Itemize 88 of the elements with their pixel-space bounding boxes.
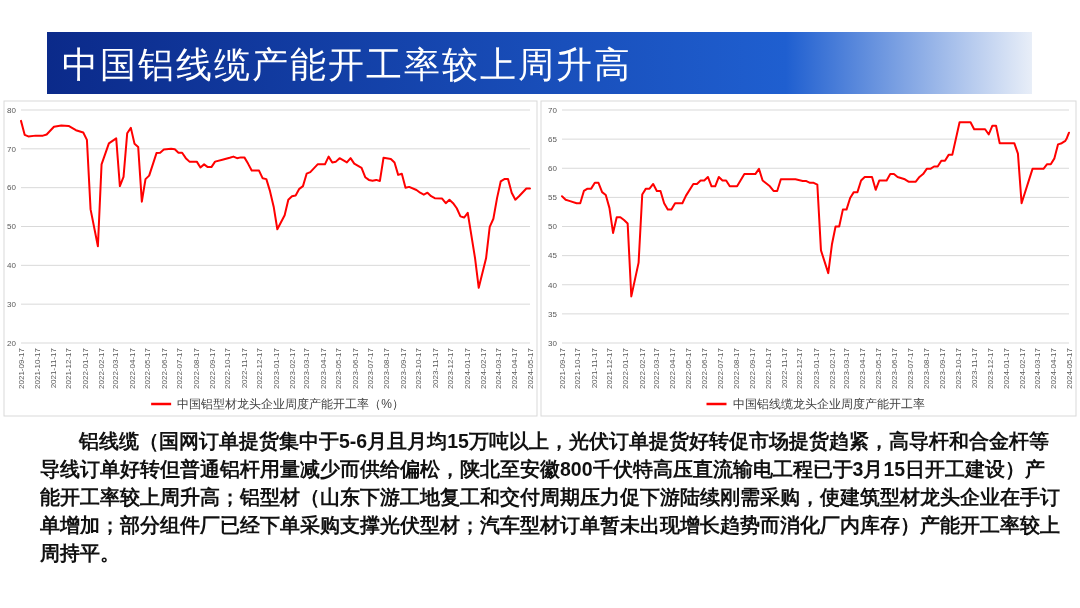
x-tick-label: 2022-11-17: [239, 347, 249, 389]
x-tick-label: 2023-07-17: [366, 347, 376, 389]
x-tick-label: 2023-06-17: [350, 347, 360, 389]
y-tick-label: 40: [7, 261, 17, 271]
legend-label: 中国铝型材龙头企业周度产能开工率（%）: [177, 397, 404, 412]
text: 铝线缆（国网订单提货集中于5-6月且月均15万吨以上，光伏订单提货好转促市场提货趋紧，高导杆和合金杆等导线订单好转但普通铝杆用量减少而供给偏松，陕北至安徽800千伏特高压直流输电工程已于3月15日开工建设）产能开工率较上周升高；铝型材（山东下游工地复工和交付周期压力促下游陆续刚需采购，使建筑型材龙头企业在手订单增加；部分组件厂已经下单采购支撑光伏型材；汽车型材订单暂未出现增长趋势而消化厂内库存）产能开工率较上周持平。: [39, 430, 1060, 564]
line-series: [20, 119, 531, 289]
x-tick-label: 2023-01-17: [271, 347, 281, 389]
x-tick-label: 2022-11-17: [779, 347, 789, 389]
x-tick-label: 2022-08-17: [191, 347, 201, 389]
x-tick-label: 2022-04-17: [668, 347, 678, 389]
x-tick-label: 2023-11-17: [430, 347, 440, 389]
x-tick-label: 2023-01-17: [811, 347, 821, 389]
x-tick-label: 2023-12-17: [446, 347, 456, 389]
x-tick-label: 2023-10-17: [953, 347, 963, 389]
x-tick-label: 2022-01-17: [621, 347, 631, 389]
x-tick-label: 2024-03-17: [1033, 347, 1043, 389]
y-tick-label: 70: [548, 105, 558, 115]
x-tick-label: 2024-01-17: [1001, 347, 1011, 389]
x-tick-label: 2024-05-17: [525, 347, 535, 389]
y-tick-label: 35: [548, 309, 558, 319]
x-tick-label: 2022-06-17: [159, 347, 169, 389]
y-tick-label: 45: [548, 251, 558, 261]
x-tick-label: 2023-08-17: [382, 347, 392, 389]
x-tick-label: 2022-06-17: [700, 347, 710, 389]
x-tick-label: 2023-02-17: [827, 347, 837, 389]
x-tick-label: 2022-02-17: [637, 347, 647, 389]
x-tick-label: 2024-01-17: [462, 347, 472, 389]
x-tick-label: 2022-03-17: [652, 347, 662, 389]
x-tick-label: 2021-10-17: [32, 347, 42, 389]
x-tick-label: 2023-05-17: [334, 347, 344, 389]
x-tick-label: 2023-04-17: [858, 347, 868, 389]
x-tick-label: 2023-04-17: [318, 347, 328, 389]
x-tick-label: 2022-08-17: [731, 347, 741, 389]
x-tick-label: 2021-09-17: [16, 347, 26, 389]
x-tick-label: 2021-10-17: [573, 347, 583, 389]
x-tick-label: 2023-05-17: [874, 347, 884, 389]
x-tick-label: 2022-12-17: [795, 347, 805, 389]
y-tick-label: 60: [548, 164, 558, 174]
y-tick-label: 30: [7, 299, 17, 309]
text: 中国铝线缆产能开工率较上周升高: [62, 44, 632, 85]
x-tick-label: 2023-12-17: [985, 347, 995, 389]
x-tick-label: 2022-10-17: [223, 347, 233, 389]
y-tick-label: 65: [548, 134, 558, 144]
x-tick-label: 2021-12-17: [64, 347, 74, 389]
x-tick-label: 2023-10-17: [414, 347, 424, 389]
x-tick-label: 2023-11-17: [969, 347, 979, 389]
x-tick-label: 2022-07-17: [715, 347, 725, 389]
y-tick-label: 70: [7, 144, 17, 154]
y-tick-label: 80: [7, 105, 17, 115]
x-tick-label: 2024-04-17: [510, 347, 520, 389]
x-tick-label: 2022-09-17: [207, 347, 217, 389]
x-tick-label: 2024-03-17: [493, 347, 503, 389]
x-tick-label: 2022-02-17: [96, 347, 106, 389]
legend-label: 中国铝线缆龙头企业周度产能开工率: [732, 397, 925, 412]
y-tick-label: 40: [548, 280, 558, 290]
x-tick-label: 2023-03-17: [302, 347, 312, 389]
y-tick-label: 50: [7, 222, 17, 232]
x-tick-label: 2022-07-17: [175, 347, 185, 389]
x-tick-label: 2022-10-17: [763, 347, 773, 389]
x-tick-label: 2021-12-17: [605, 347, 615, 389]
x-tick-label: 2022-09-17: [747, 347, 757, 389]
x-tick-label: 2022-12-17: [255, 347, 265, 389]
x-tick-label: 2023-06-17: [890, 347, 900, 389]
x-tick-label: 2024-05-17: [1064, 347, 1074, 389]
y-tick-label: 60: [7, 183, 17, 193]
y-tick-label: 55: [548, 193, 558, 203]
x-tick-label: 2022-04-17: [127, 347, 137, 389]
y-tick-label: 20: [7, 338, 17, 348]
x-tick-label: 2022-01-17: [80, 347, 90, 389]
x-tick-label: 2023-09-17: [398, 347, 408, 389]
y-tick-label: 50: [548, 222, 558, 232]
x-tick-label: 2023-02-17: [287, 347, 297, 389]
x-tick-label: 2024-02-17: [478, 347, 488, 389]
x-tick-label: 2023-08-17: [922, 347, 932, 389]
x-tick-label: 2023-09-17: [938, 347, 948, 389]
line-series: [561, 121, 1070, 298]
x-tick-label: 2021-11-17: [48, 347, 58, 389]
x-tick-label: 2023-03-17: [842, 347, 852, 389]
x-tick-label: 2022-05-17: [143, 347, 153, 389]
x-tick-label: 2024-04-17: [1049, 347, 1059, 389]
x-tick-label: 2024-02-17: [1017, 347, 1027, 389]
y-tick-label: 30: [548, 338, 558, 348]
x-tick-label: 2022-03-17: [111, 347, 121, 389]
x-tick-label: 2023-07-17: [905, 347, 915, 389]
x-tick-label: 2022-05-17: [683, 347, 693, 389]
x-tick-label: 2021-11-17: [589, 347, 599, 389]
x-tick-label: 2021-09-17: [557, 347, 567, 389]
